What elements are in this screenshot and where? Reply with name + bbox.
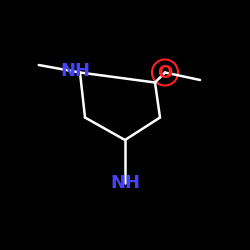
Text: NH: NH	[110, 174, 140, 192]
Text: NH: NH	[60, 62, 90, 80]
Text: O: O	[158, 64, 172, 82]
